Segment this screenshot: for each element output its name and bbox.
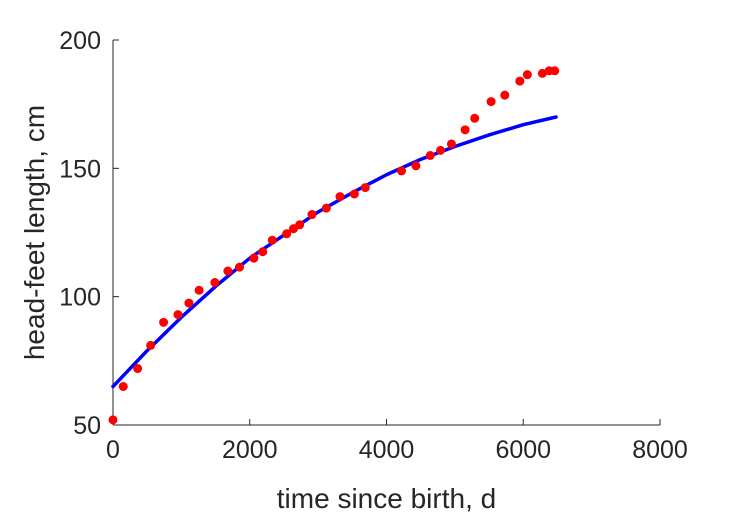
data-point: [307, 210, 317, 220]
data-point: [210, 278, 220, 288]
data-point: [173, 310, 183, 320]
y-tick-label: 150: [59, 155, 101, 183]
x-axis-label: time since birth, d: [277, 483, 496, 514]
fit-line: [111, 115, 558, 389]
data-point: [108, 415, 118, 425]
data-point: [460, 125, 470, 135]
data-point: [321, 203, 331, 213]
data-point: [360, 183, 370, 193]
x-tick-label: 0: [106, 436, 120, 464]
data-point: [537, 68, 547, 78]
data-point: [194, 285, 204, 295]
data-point: [500, 90, 510, 100]
x-tick-label: 8000: [632, 436, 688, 464]
data-point: [335, 192, 345, 202]
data-point: [486, 97, 496, 107]
data-point: [522, 70, 532, 80]
series-layer: [108, 66, 560, 425]
data-point: [133, 364, 143, 374]
data-point: [436, 145, 446, 155]
axes: [112, 40, 660, 426]
data-point: [282, 229, 292, 239]
data-point: [249, 253, 259, 263]
y-tick-label: 200: [59, 27, 101, 55]
y-tick-label: 100: [59, 284, 101, 312]
data-point: [515, 76, 525, 86]
data-point: [258, 247, 268, 257]
data-point: [470, 113, 480, 123]
y-axis-label: head-feet length, cm: [19, 105, 50, 360]
data-point: [550, 66, 560, 76]
x-tick-label: 2000: [222, 436, 278, 464]
data-point: [184, 298, 194, 308]
x-tick-label: 4000: [359, 436, 415, 464]
data-point: [223, 266, 233, 276]
data-point: [146, 340, 156, 350]
data-point: [159, 317, 169, 327]
x-ticks: 0 2000 4000 6000 8000: [106, 419, 688, 464]
y-tick-label: 50: [73, 412, 101, 440]
y-ticks: 50 100 150 200: [59, 27, 119, 440]
data-point: [425, 151, 435, 160]
data-point: [446, 139, 456, 149]
x-tick-label: 6000: [495, 436, 551, 464]
data-point: [411, 161, 421, 171]
data-point: [349, 189, 359, 199]
data-point: [118, 382, 128, 391]
data-point: [267, 235, 277, 245]
data-point: [397, 166, 407, 176]
data-point: [234, 262, 244, 272]
data-point: [295, 220, 305, 230]
